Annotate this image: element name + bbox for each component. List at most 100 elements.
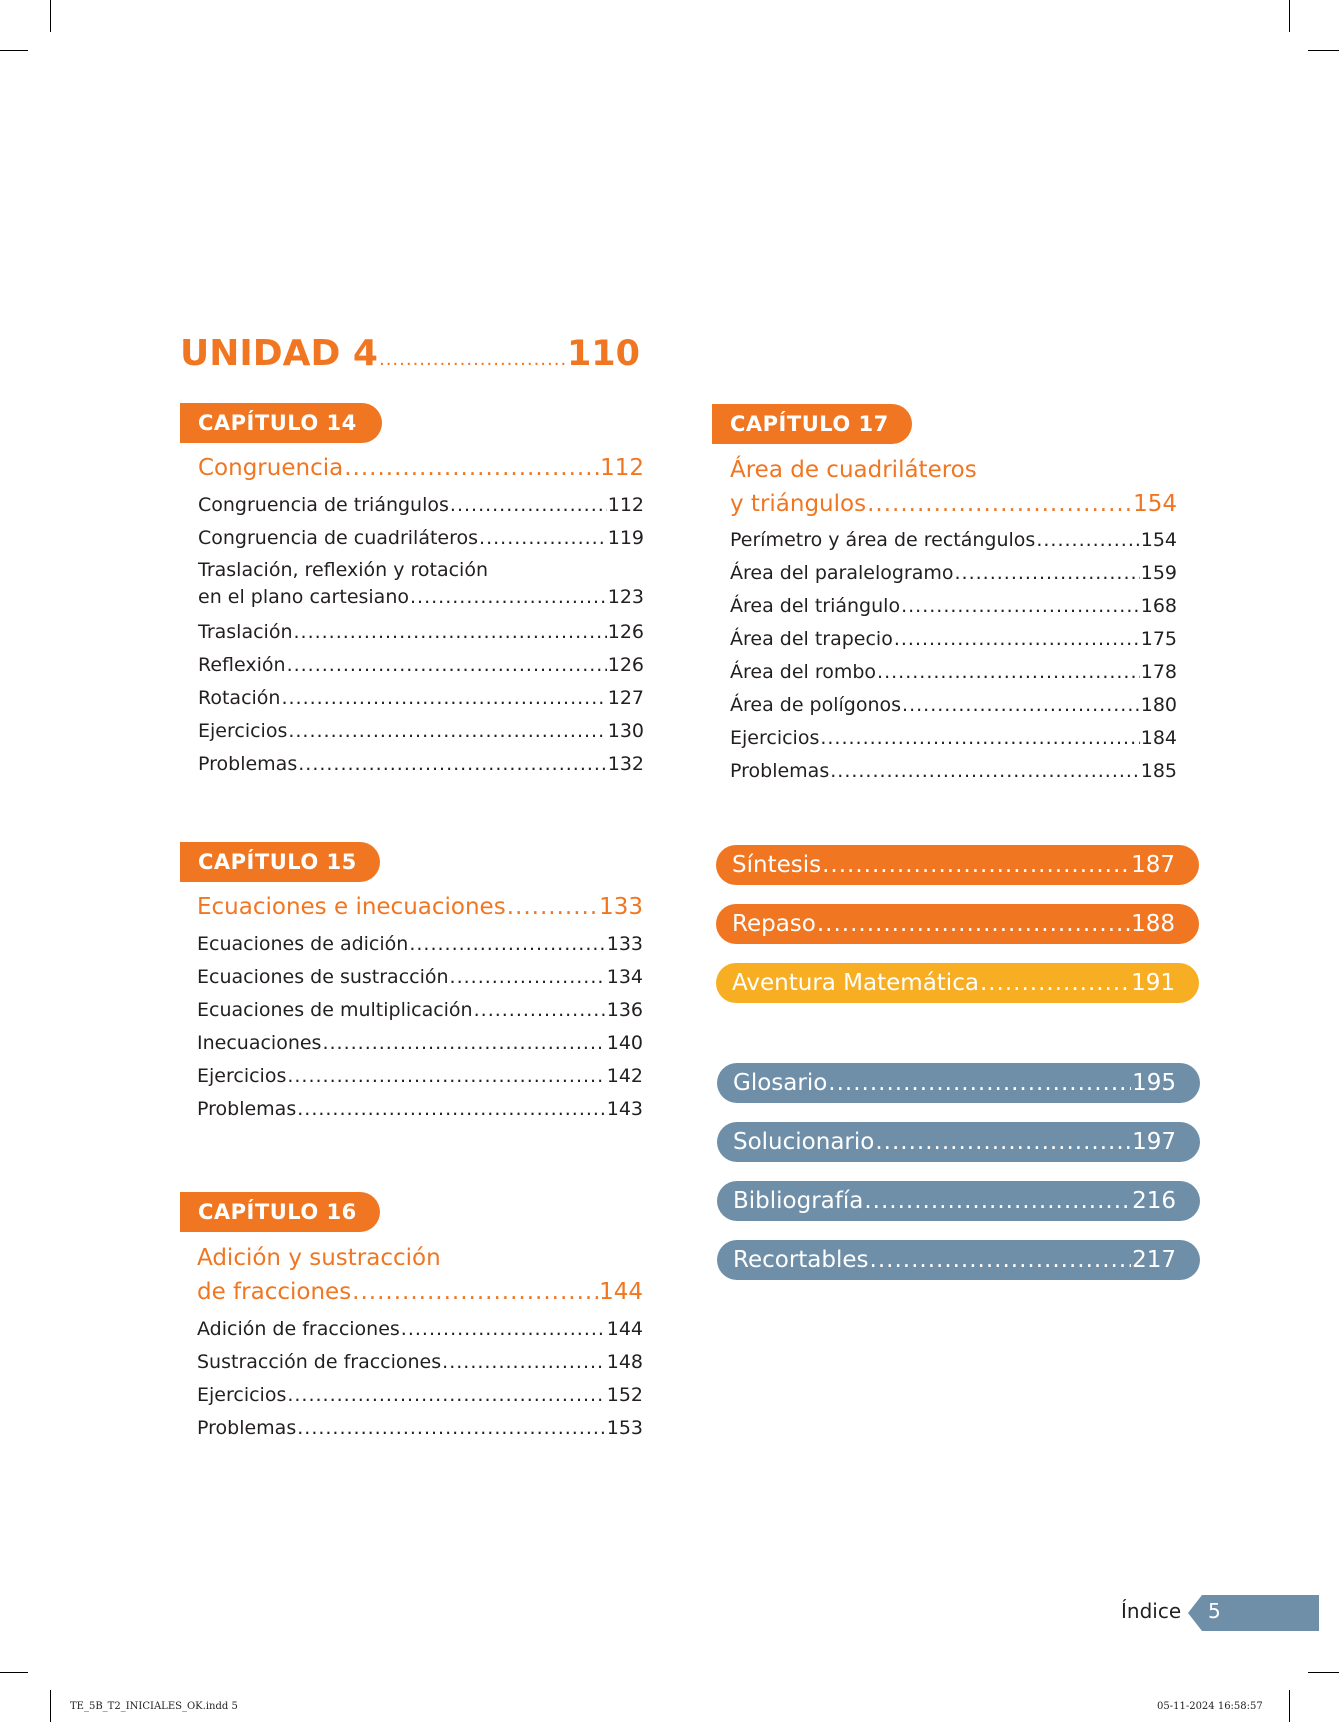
toc-entry-page: 143 bbox=[606, 1098, 643, 1120]
section-page: 216 bbox=[1132, 1188, 1176, 1214]
toc-entry[interactable]: Ejercicios 142 bbox=[197, 1060, 643, 1093]
section-page: 195 bbox=[1132, 1070, 1176, 1096]
section-label: Bibliografía bbox=[733, 1188, 864, 1214]
toc-entry-label: Área del rombo bbox=[730, 661, 877, 683]
dot-leader bbox=[820, 722, 1139, 755]
chapter-title-row[interactable]: Congruencia 112 bbox=[198, 451, 644, 485]
chapter-17: Área de cuadriláteros y triángulos 154 P… bbox=[730, 453, 1177, 788]
dot-leader bbox=[450, 489, 607, 522]
chapter-title-row[interactable]: Ecuaciones e inecuaciones 133 bbox=[197, 890, 643, 924]
chapter-16: Adición y sustracción de fracciones 144 … bbox=[197, 1241, 643, 1445]
dot-leader bbox=[287, 1060, 605, 1093]
toc-entry[interactable]: Problemas 185 bbox=[730, 755, 1177, 788]
section-bibliografia[interactable]: Bibliografía 216 bbox=[717, 1181, 1200, 1221]
toc-entry-label: Ecuaciones de adición bbox=[197, 933, 409, 955]
chapter-badge: CAPÍTULO 15 bbox=[180, 842, 380, 882]
toc-entry[interactable]: Área del rombo 178 bbox=[730, 656, 1177, 689]
toc-entry[interactable]: Área del triángulo 168 bbox=[730, 590, 1177, 623]
section-recortables[interactable]: Recortables 217 bbox=[717, 1240, 1200, 1280]
toc-entry-page: 175 bbox=[1140, 628, 1177, 650]
crop-mark bbox=[1308, 50, 1339, 51]
section-label: Síntesis bbox=[732, 852, 822, 878]
section-label: Aventura Matemática bbox=[732, 970, 979, 996]
toc-entry[interactable]: Reflexión 126 bbox=[198, 649, 644, 682]
toc-entry[interactable]: Área del trapecio 175 bbox=[730, 623, 1177, 656]
toc-entry-page: 152 bbox=[606, 1384, 643, 1406]
toc-entry-label: Área del paralelogramo bbox=[730, 562, 954, 584]
toc-entry-label: Sustracción de fracciones bbox=[197, 1351, 442, 1373]
dot-leader bbox=[955, 557, 1140, 590]
dot-leader bbox=[409, 928, 605, 961]
toc-entry[interactable]: Área de polígonos 180 bbox=[730, 689, 1177, 722]
toc-entry[interactable]: Problemas 153 bbox=[197, 1412, 643, 1445]
chapter-title-line1: Adición y sustracción bbox=[197, 1245, 441, 1271]
toc-entry-page: 133 bbox=[606, 933, 643, 955]
toc-entry[interactable]: Inecuaciones 140 bbox=[197, 1027, 643, 1060]
toc-entry[interactable]: Rotación 127 bbox=[198, 682, 644, 715]
dot-leader bbox=[828, 1063, 1131, 1103]
crop-mark bbox=[1308, 1672, 1339, 1673]
toc-entry-page: 153 bbox=[606, 1417, 643, 1439]
section-page: 187 bbox=[1131, 852, 1175, 878]
toc-entry-label: en el plano cartesiano bbox=[198, 586, 409, 608]
toc-entry-label: Problemas bbox=[197, 1417, 297, 1439]
crop-mark bbox=[50, 1690, 51, 1722]
dot-leader bbox=[817, 904, 1130, 944]
section-glosario[interactable]: Glosario 195 bbox=[717, 1063, 1200, 1103]
toc-entry[interactable]: Ejercicios 152 bbox=[197, 1379, 643, 1412]
toc-entry-page: 112 bbox=[607, 494, 644, 516]
toc-entry-label: Ejercicios bbox=[730, 727, 820, 749]
section-sintesis[interactable]: Síntesis 187 bbox=[716, 845, 1199, 885]
toc-entry-page: 140 bbox=[606, 1032, 643, 1054]
toc-entry[interactable]: Adición de fracciones 144 bbox=[197, 1313, 643, 1346]
toc-entry[interactable]: Traslación 126 bbox=[198, 616, 644, 649]
toc-entry-page: 142 bbox=[606, 1065, 643, 1087]
toc-entry-page: 185 bbox=[1140, 760, 1177, 782]
toc-entry[interactable]: Ejercicios 184 bbox=[730, 722, 1177, 755]
toc-entry-page: 136 bbox=[606, 999, 643, 1021]
section-page: 197 bbox=[1132, 1129, 1176, 1155]
chapter-badge: CAPÍTULO 14 bbox=[180, 403, 382, 443]
toc-entry-label: Área del triángulo bbox=[730, 595, 901, 617]
dot-leader bbox=[297, 1412, 606, 1445]
section-aventura-matematica[interactable]: Aventura Matemática 191 bbox=[716, 963, 1199, 1003]
chapter-15: Ecuaciones e inecuaciones 133 Ecuaciones… bbox=[197, 890, 643, 1126]
toc-entry[interactable]: Problemas 132 bbox=[198, 748, 644, 781]
toc-entry-label: Problemas bbox=[198, 753, 298, 775]
toc-entry-page: 154 bbox=[1140, 529, 1177, 551]
chapter-title-row[interactable]: de fracciones 144 bbox=[197, 1275, 643, 1309]
section-page: 191 bbox=[1131, 970, 1175, 996]
crop-mark bbox=[50, 0, 51, 32]
chapter-page: 144 bbox=[599, 1279, 643, 1305]
toc-entry-page: 178 bbox=[1140, 661, 1177, 683]
dot-leader bbox=[287, 649, 607, 682]
toc-entry[interactable]: Área del paralelogramo 159 bbox=[730, 557, 1177, 590]
dot-leader bbox=[379, 349, 566, 370]
toc-entry-page: 144 bbox=[606, 1318, 643, 1340]
toc-entry-label: Ejercicios bbox=[197, 1065, 287, 1087]
toc-entry[interactable]: Problemas 143 bbox=[197, 1093, 643, 1126]
dot-leader bbox=[822, 845, 1130, 885]
toc-entry-label: Ejercicios bbox=[198, 720, 288, 742]
toc-entry[interactable]: Ecuaciones de adición 133 bbox=[197, 928, 643, 961]
toc-entry-page: 126 bbox=[607, 654, 644, 676]
toc-entry[interactable]: en el plano cartesiano 123 bbox=[198, 584, 644, 611]
toc-entry[interactable]: Ejercicios 130 bbox=[198, 715, 644, 748]
unit-page: 110 bbox=[566, 334, 640, 374]
toc-entry[interactable]: Congruencia de cuadriláteros 119 bbox=[198, 522, 644, 555]
dot-leader bbox=[877, 656, 1140, 689]
section-repaso[interactable]: Repaso 188 bbox=[716, 904, 1199, 944]
toc-entry[interactable]: Congruencia de triángulos 112 bbox=[198, 489, 644, 522]
chapter-page: 154 bbox=[1133, 491, 1177, 517]
toc-entry[interactable]: Ecuaciones de multiplicación 136 bbox=[197, 994, 643, 1027]
toc-entry[interactable]: Sustracción de fracciones 148 bbox=[197, 1346, 643, 1379]
chapter-title: Ecuaciones e inecuaciones bbox=[197, 894, 506, 920]
toc-entry[interactable]: Perímetro y área de rectángulos 154 bbox=[730, 524, 1177, 557]
chapter-title-row[interactable]: y triángulos 154 bbox=[730, 487, 1177, 521]
section-solucionario[interactable]: Solucionario 197 bbox=[717, 1122, 1200, 1162]
dot-leader bbox=[867, 487, 1132, 521]
toc-entry-label: Reflexión bbox=[198, 654, 286, 676]
dot-leader bbox=[901, 590, 1140, 623]
toc-entry[interactable]: Ecuaciones de sustracción 134 bbox=[197, 961, 643, 994]
dot-leader bbox=[980, 963, 1130, 1003]
